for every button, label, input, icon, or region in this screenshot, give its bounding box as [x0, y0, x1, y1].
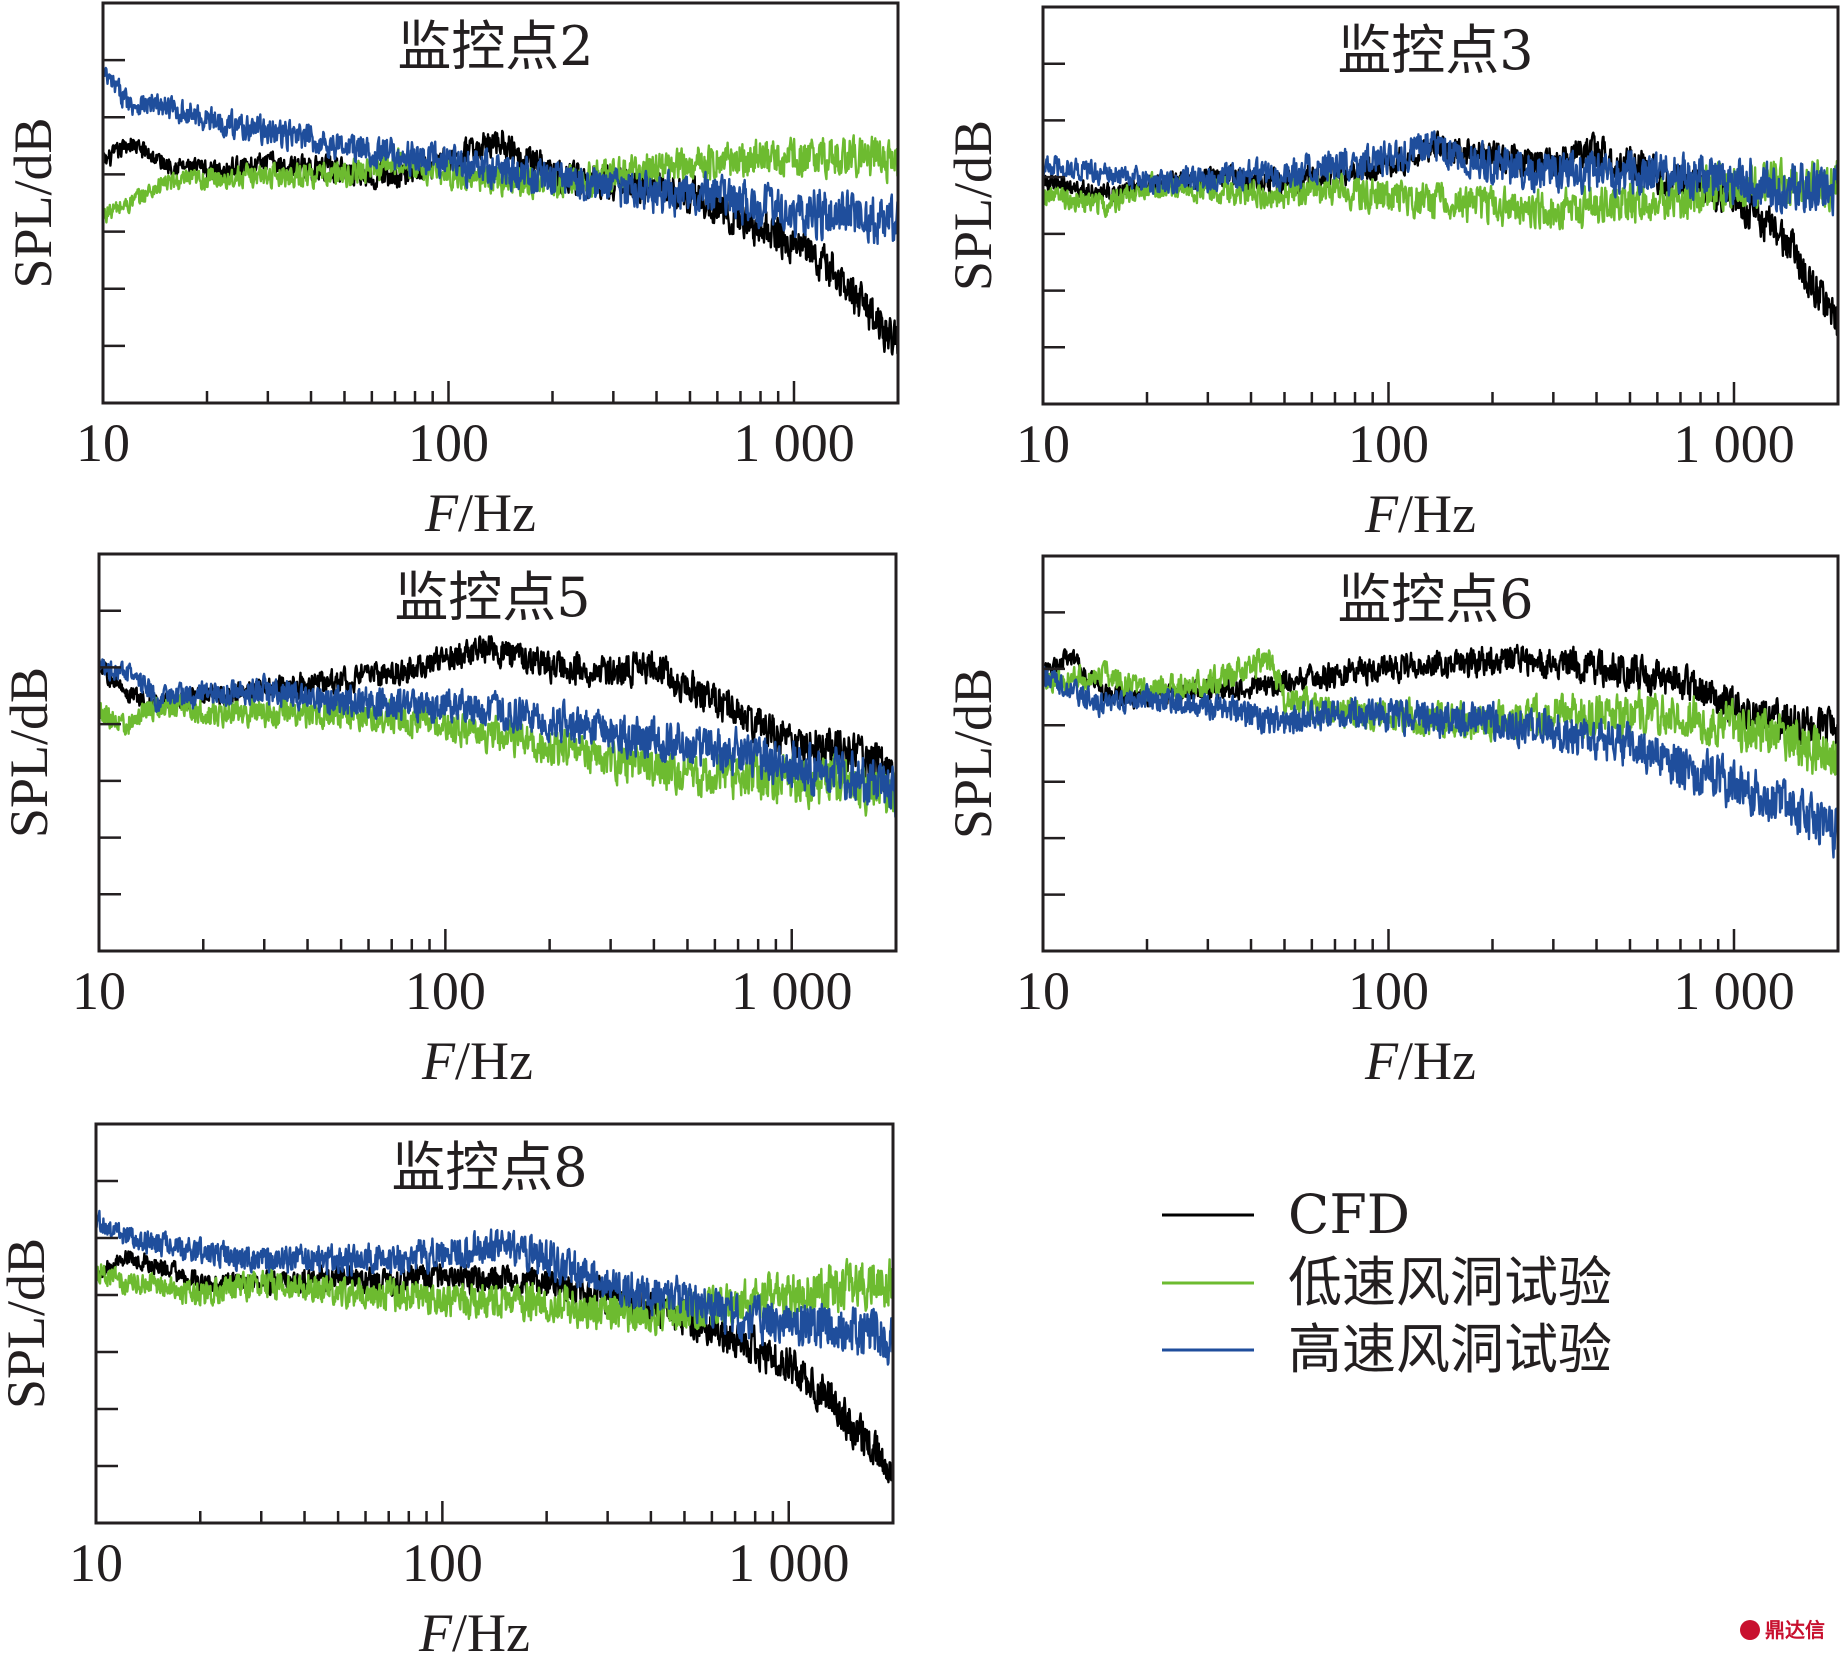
panel-3-x-tick-label-2: 1 000	[731, 961, 853, 1021]
panel-2-title: 监控点3	[1337, 19, 1533, 82]
panel-3-x-axis-label-symbol: F	[421, 1031, 456, 1091]
panel-2: 10 100 1 000 F/Hz SPL/dB 监控点3	[943, 5, 1840, 544]
panel-1-series-3	[103, 66, 898, 245]
panel-1-x-axis-label: F/Hz	[424, 483, 536, 543]
panel-3: 10 100 1 000 F/Hz SPL/dB 监控点5	[0, 552, 898, 1091]
watermark-icon	[1740, 1620, 1760, 1640]
panel-5-y-axis-label: SPL/dB	[0, 1238, 56, 1409]
panel-3-x-tick-label-0: 10	[72, 961, 126, 1021]
panel-5-x-tick-label-2: 1 000	[728, 1533, 850, 1593]
panel-3-frame	[97, 552, 898, 953]
panel-2-x-tick-label-0: 10	[1016, 414, 1070, 474]
panel-3-title: 监控点5	[394, 566, 590, 629]
panel-1-y-axis-label: SPL/dB	[3, 117, 63, 288]
legend-label-high-speed: 高速风洞试验	[1288, 1318, 1612, 1381]
panel-4-x-tick-label-2: 1 000	[1673, 961, 1795, 1021]
panel-4-x-axis-label-unit: /Hz	[1398, 1031, 1476, 1091]
panel-5-frame	[94, 1122, 895, 1525]
panel-5: 10 100 1 000 F/Hz SPL/dB 监控点8	[0, 1122, 895, 1654]
panel-2-x-tick-label-2: 1 000	[1673, 414, 1795, 474]
panel-1-x-tick-label-2: 1 000	[733, 413, 855, 473]
panel-3-x-axis-label-unit: /Hz	[455, 1031, 533, 1091]
panel-2-x-axis-label: F/Hz	[1364, 484, 1476, 544]
panel-5-title: 监控点8	[391, 1136, 587, 1199]
legend-label-cfd: CFD	[1288, 1183, 1410, 1246]
panel-3-x-axis-label: F/Hz	[421, 1031, 533, 1091]
legend: CFD 低速风洞试验 高速风洞试验	[1162, 1183, 1612, 1381]
panel-4-series-3	[1043, 665, 1838, 859]
panel-2-x-tick-label-1: 100	[1348, 414, 1429, 474]
watermark-logo: 鼎达信	[1740, 1618, 1825, 1642]
panel-1-x-tick-label-1: 100	[408, 413, 489, 473]
panel-3-series-2	[99, 694, 896, 817]
panel-1-title: 监控点2	[397, 15, 593, 78]
panel-2-frame	[1041, 5, 1840, 406]
panel-1-x-axis-label-unit: /Hz	[458, 483, 536, 543]
panel-3-series-3	[99, 658, 896, 819]
panel-1-x-axis-label-symbol: F	[424, 483, 459, 543]
panel-5-x-axis-label-symbol: F	[418, 1603, 453, 1654]
panel-5-x-axis-label: F/Hz	[418, 1603, 530, 1654]
panel-2-y-axis-label: SPL/dB	[943, 120, 1003, 291]
panel-1-series-1	[103, 129, 898, 356]
panel-4-frame	[1041, 554, 1840, 953]
panel-2-series-3	[1043, 130, 1838, 217]
panel-4-x-tick-label-1: 100	[1348, 961, 1429, 1021]
panel-2-x-axis-label-symbol: F	[1364, 484, 1399, 544]
panel-3-y-axis-label: SPL/dB	[0, 667, 59, 838]
panel-5-x-axis-label-unit: /Hz	[452, 1603, 530, 1654]
panel-4-y-axis-label: SPL/dB	[943, 668, 1003, 839]
panel-4-title: 监控点6	[1337, 568, 1533, 631]
watermark-text: 鼎达信	[1765, 1618, 1825, 1642]
panel-1: 10 100 1 000 F/Hz SPL/dB 监控点2	[3, 1, 900, 543]
panel-4-x-axis-label: F/Hz	[1364, 1031, 1476, 1091]
panel-1-series-2	[103, 134, 898, 224]
panel-5-x-tick-label-1: 100	[402, 1533, 483, 1593]
panel-4: 10 100 1 000 F/Hz SPL/dB 监控点6	[943, 554, 1840, 1091]
panel-5-x-tick-label-0: 10	[69, 1533, 123, 1593]
panel-5-series-3	[96, 1209, 893, 1366]
panel-3-x-tick-label-1: 100	[405, 961, 486, 1021]
panel-1-frame	[101, 1, 900, 405]
legend-label-low-speed: 低速风洞试验	[1288, 1251, 1612, 1314]
panel-4-x-tick-label-0: 10	[1016, 961, 1070, 1021]
panel-4-x-axis-label-symbol: F	[1364, 1031, 1399, 1091]
panel-2-x-axis-label-unit: /Hz	[1398, 484, 1476, 544]
panel-1-x-tick-label-0: 10	[76, 413, 130, 473]
